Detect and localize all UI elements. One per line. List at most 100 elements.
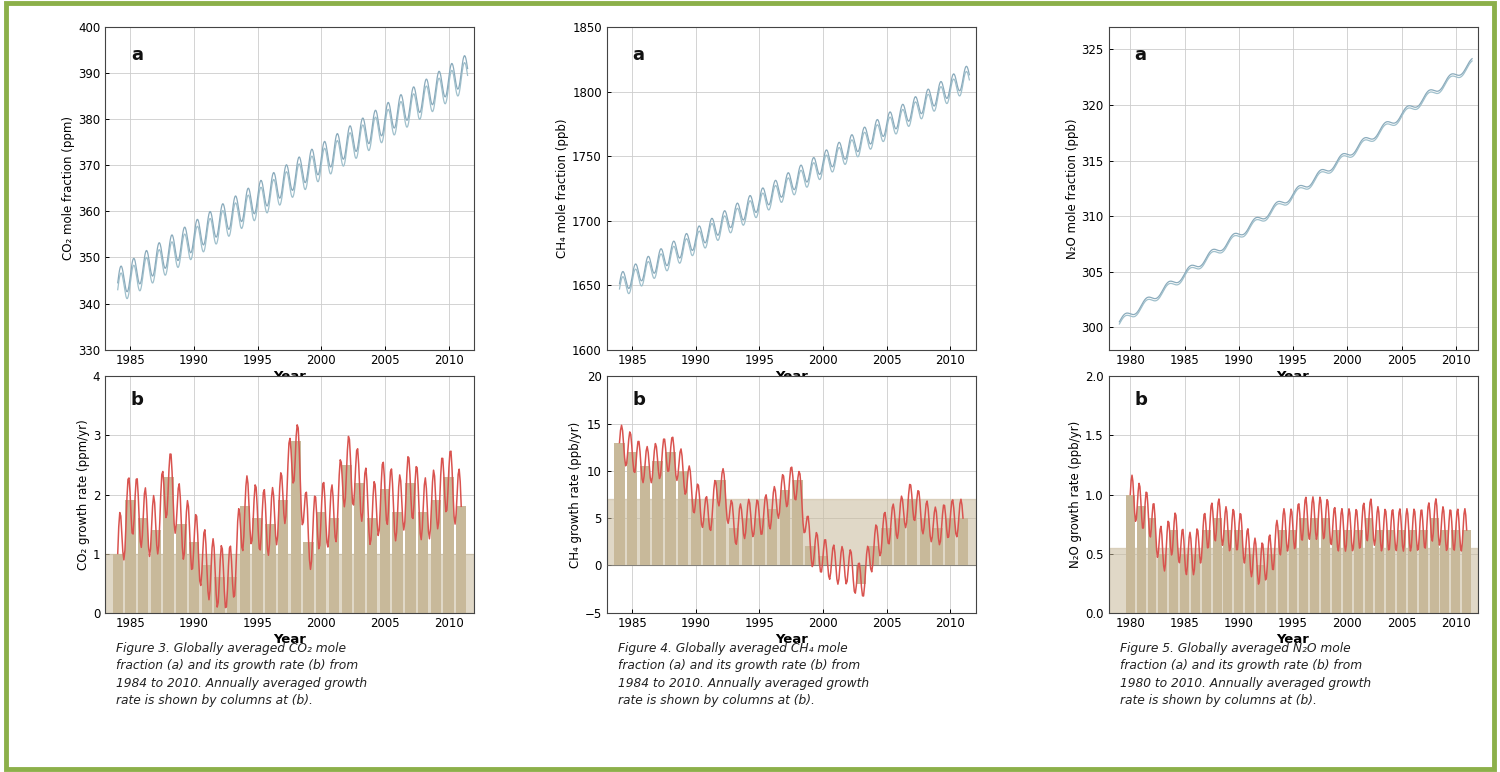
Text: b: b	[1134, 391, 1148, 408]
Bar	[430, 500, 441, 612]
Text: a: a	[130, 46, 142, 64]
Bar	[639, 466, 650, 565]
Bar	[1386, 530, 1395, 612]
Bar	[1408, 530, 1418, 612]
Text: b: b	[633, 391, 645, 408]
Y-axis label: N₂O growth rate (ppb/yr): N₂O growth rate (ppb/yr)	[1070, 421, 1083, 568]
Bar	[704, 518, 714, 565]
Bar	[124, 500, 135, 612]
Bar	[652, 462, 663, 565]
Y-axis label: CH₄ mole fraction (ppb): CH₄ mole fraction (ppb)	[556, 119, 570, 258]
Bar	[1430, 518, 1438, 612]
X-axis label: Year: Year	[1276, 371, 1310, 383]
Bar	[1462, 530, 1472, 612]
Bar	[678, 471, 688, 565]
Bar	[1311, 518, 1318, 612]
Bar	[716, 480, 726, 565]
Bar	[1299, 518, 1308, 612]
Bar	[615, 442, 624, 565]
X-axis label: Year: Year	[1276, 633, 1310, 646]
Bar	[664, 452, 675, 565]
Bar	[1278, 530, 1287, 612]
Y-axis label: N₂O mole fraction (ppb): N₂O mole fraction (ppb)	[1065, 118, 1078, 259]
Bar	[1224, 530, 1233, 612]
Bar	[1245, 554, 1254, 612]
Text: Figure 4. Globally averaged CH₄ mole
fraction (a) and its growth rate (b) from
1: Figure 4. Globally averaged CH₄ mole fra…	[618, 642, 868, 707]
Y-axis label: CH₄ growth rate (ppb/yr): CH₄ growth rate (ppb/yr)	[568, 422, 582, 567]
Bar	[1268, 554, 1276, 612]
Bar	[1396, 530, 1406, 612]
Bar	[444, 477, 453, 612]
Bar	[1288, 530, 1298, 612]
Bar	[176, 524, 186, 612]
Bar	[1376, 530, 1384, 612]
Bar	[1191, 554, 1200, 612]
Bar	[1212, 518, 1221, 612]
Bar	[766, 509, 777, 565]
Bar	[316, 512, 327, 612]
Bar	[754, 518, 765, 565]
X-axis label: Year: Year	[273, 371, 306, 383]
Bar	[278, 500, 288, 612]
Bar	[1126, 495, 1134, 612]
X-axis label: Year: Year	[776, 371, 807, 383]
Bar	[419, 512, 429, 612]
Bar	[1234, 530, 1244, 612]
Bar	[958, 518, 968, 565]
Bar	[342, 465, 352, 612]
Text: Figure 3. Globally averaged CO₂ mole
fraction (a) and its growth rate (b) from
1: Figure 3. Globally averaged CO₂ mole fra…	[116, 642, 368, 707]
Bar	[189, 542, 200, 612]
Bar	[690, 499, 700, 565]
Bar	[920, 518, 930, 565]
Bar	[729, 527, 740, 565]
Bar	[456, 506, 466, 612]
Bar	[266, 524, 276, 612]
Text: Figure 5. Globally averaged N₂O mole
fraction (a) and its growth rate (b) from
1: Figure 5. Globally averaged N₂O mole fra…	[1119, 642, 1371, 707]
Bar	[1365, 518, 1374, 612]
Bar	[354, 482, 364, 612]
Bar	[291, 442, 302, 612]
Bar	[303, 542, 313, 612]
Bar	[780, 489, 790, 565]
Bar	[1168, 530, 1178, 612]
X-axis label: Year: Year	[776, 633, 807, 646]
Bar	[164, 477, 174, 612]
Bar	[856, 565, 867, 584]
Bar	[818, 556, 828, 565]
Bar	[1322, 518, 1330, 612]
Bar	[894, 518, 904, 565]
Bar	[201, 565, 211, 612]
Bar	[226, 577, 237, 612]
Bar	[393, 512, 404, 612]
Bar	[1342, 530, 1352, 612]
Bar	[1256, 565, 1264, 612]
Bar	[1158, 554, 1167, 612]
X-axis label: Year: Year	[273, 633, 306, 646]
Bar	[138, 518, 148, 612]
Bar	[945, 518, 956, 565]
Bar	[1148, 518, 1156, 612]
Bar	[741, 518, 752, 565]
Bar	[1419, 530, 1428, 612]
Bar	[112, 554, 123, 612]
Text: a: a	[633, 46, 645, 64]
Bar	[405, 482, 416, 612]
Bar	[1353, 530, 1362, 612]
Bar	[1440, 530, 1449, 612]
Bar	[627, 452, 638, 565]
Bar	[1202, 530, 1210, 612]
Bar	[933, 527, 944, 565]
Bar	[240, 506, 250, 612]
Bar	[368, 518, 378, 612]
Bar	[328, 518, 339, 612]
Bar	[868, 547, 879, 565]
Bar	[1180, 554, 1190, 612]
Bar	[882, 527, 892, 565]
Bar	[908, 499, 918, 565]
Y-axis label: CO₂ growth rate (ppm/yr): CO₂ growth rate (ppm/yr)	[76, 419, 90, 570]
Bar	[1137, 506, 1146, 612]
Bar	[150, 530, 160, 612]
Y-axis label: CO₂ mole fraction (ppm): CO₂ mole fraction (ppm)	[62, 117, 75, 260]
Text: b: b	[130, 391, 144, 408]
Bar	[380, 489, 390, 612]
